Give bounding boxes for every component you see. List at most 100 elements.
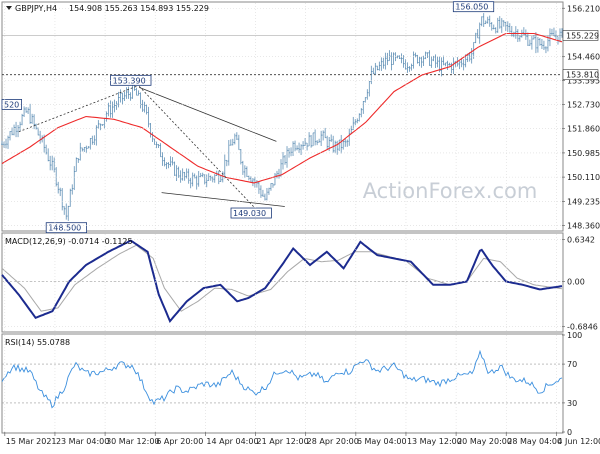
candle bbox=[322, 130, 325, 141]
candle bbox=[374, 62, 377, 75]
macd-tick-label: 0.6342 bbox=[567, 236, 595, 245]
candle bbox=[458, 60, 461, 70]
candle bbox=[53, 157, 56, 173]
rsi-tick-label: 0 bbox=[567, 428, 572, 437]
candle bbox=[512, 31, 515, 38]
candle bbox=[286, 146, 288, 168]
candle bbox=[93, 135, 96, 145]
candle bbox=[117, 91, 120, 108]
candle bbox=[352, 116, 355, 131]
candle bbox=[183, 171, 186, 181]
candle bbox=[448, 62, 451, 66]
candle bbox=[237, 134, 240, 151]
candle bbox=[268, 187, 270, 195]
candle bbox=[243, 165, 246, 178]
candle bbox=[294, 140, 296, 152]
candle bbox=[392, 52, 395, 65]
candle bbox=[368, 81, 371, 97]
price-annotation: 148.500 bbox=[45, 222, 88, 234]
candle bbox=[1, 140, 3, 146]
candle bbox=[280, 159, 282, 177]
candle bbox=[302, 141, 304, 150]
candle bbox=[344, 138, 347, 147]
candle bbox=[189, 177, 192, 189]
x-tick-label: 28 May 04:00 bbox=[507, 437, 562, 446]
candle bbox=[338, 139, 341, 152]
x-tick-label: 6 May 04:00 bbox=[357, 437, 407, 446]
candle bbox=[185, 168, 188, 179]
candle bbox=[348, 128, 351, 146]
candle bbox=[29, 103, 32, 124]
candle bbox=[356, 118, 359, 124]
candle bbox=[408, 66, 411, 72]
candle bbox=[360, 108, 363, 118]
candle bbox=[227, 140, 230, 166]
level-price-box bbox=[562, 69, 599, 80]
candle bbox=[516, 29, 519, 43]
candle bbox=[474, 32, 477, 44]
candle bbox=[366, 89, 369, 100]
price-tick-label: 152.730 bbox=[567, 101, 600, 110]
candle bbox=[370, 65, 373, 85]
candle bbox=[205, 174, 208, 188]
macd-label: MACD(12,26,9) -0.0714 -0.1125 bbox=[5, 237, 133, 246]
candle bbox=[83, 147, 86, 152]
candle bbox=[27, 107, 29, 114]
candle bbox=[310, 134, 313, 148]
candle bbox=[239, 148, 242, 165]
candle bbox=[436, 56, 439, 68]
candle bbox=[296, 145, 298, 151]
candle bbox=[17, 125, 19, 138]
x-tick-label: 15 Mar 2021 bbox=[6, 437, 57, 446]
candle bbox=[428, 50, 431, 66]
price-tick-label: 150.985 bbox=[567, 149, 600, 158]
candle bbox=[380, 57, 383, 71]
symbol-label: GBPJPY,H4 bbox=[15, 4, 57, 13]
candle bbox=[514, 26, 517, 39]
candle bbox=[553, 27, 555, 37]
candle bbox=[464, 54, 467, 68]
candle bbox=[147, 106, 150, 128]
candle bbox=[288, 147, 290, 158]
candle bbox=[306, 142, 308, 151]
candle bbox=[77, 157, 80, 163]
candle bbox=[400, 53, 403, 64]
candle bbox=[127, 86, 130, 99]
candle bbox=[87, 146, 90, 149]
price-panel-frame bbox=[1, 1, 564, 232]
candle bbox=[209, 175, 212, 181]
candle bbox=[478, 22, 481, 44]
candle bbox=[498, 16, 501, 29]
candle bbox=[502, 20, 505, 27]
candle bbox=[7, 135, 9, 149]
collapse-triangle-icon[interactable] bbox=[6, 6, 12, 10]
candle bbox=[71, 184, 74, 195]
candle bbox=[382, 57, 385, 69]
candle bbox=[480, 16, 483, 27]
x-tick-label: 28 Apr 20:00 bbox=[307, 437, 359, 446]
candle bbox=[518, 35, 521, 42]
candle bbox=[155, 141, 158, 149]
candle bbox=[13, 124, 15, 136]
candle bbox=[161, 152, 164, 166]
candle bbox=[414, 52, 417, 58]
watermark: ActionForex.com bbox=[363, 179, 538, 203]
candle bbox=[219, 175, 222, 182]
candle bbox=[223, 154, 226, 179]
candle bbox=[541, 39, 543, 50]
candle bbox=[79, 142, 82, 161]
macd-tick-label: 0.00 bbox=[567, 278, 585, 287]
candle bbox=[486, 16, 489, 24]
macd-tick-label: -0.6846 bbox=[567, 323, 598, 332]
candle bbox=[145, 104, 148, 115]
candle bbox=[165, 162, 168, 170]
candle bbox=[334, 140, 337, 154]
candle bbox=[21, 113, 23, 126]
candle bbox=[386, 52, 389, 66]
rsi-panel-frame bbox=[1, 333, 564, 434]
candle bbox=[442, 55, 445, 66]
annotation-label: 148.500 bbox=[48, 224, 81, 233]
candle bbox=[247, 175, 250, 181]
